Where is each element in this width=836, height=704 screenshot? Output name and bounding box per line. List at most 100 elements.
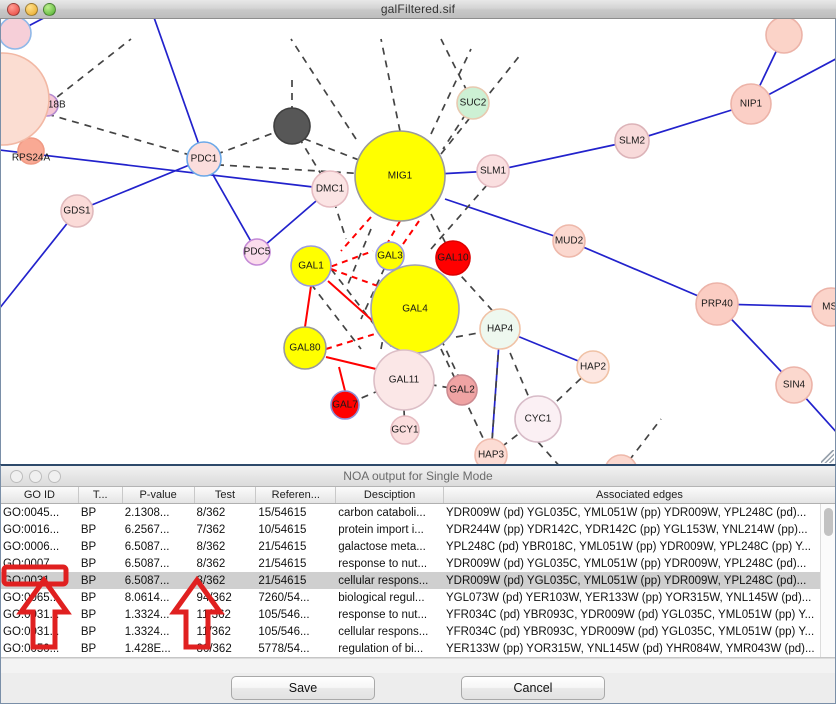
- node-circle[interactable]: [552, 224, 586, 258]
- window-controls[interactable]: [7, 2, 56, 16]
- column-header-type[interactable]: T...: [79, 487, 123, 503]
- network-node-sin4[interactable]: SIN4: [775, 366, 813, 404]
- network-node-gal4[interactable]: GAL4: [370, 264, 460, 354]
- network-node-hap4[interactable]: HAP4: [479, 308, 521, 350]
- network-nodes[interactable]: RPL18BRPS24AGDS1PDC1PDC5DMC1MIG1SUC2SLM1…: [1, 19, 835, 464]
- table-vertical-scrollbar[interactable]: [820, 504, 835, 657]
- network-node-suc2[interactable]: SUC2: [456, 86, 490, 120]
- node-circle[interactable]: [273, 107, 311, 145]
- network-node-gal2[interactable]: GAL2: [446, 374, 478, 406]
- network-node-gal80[interactable]: GAL80: [283, 326, 327, 370]
- network-node-gal10[interactable]: GAL10: [435, 240, 471, 276]
- network-graph[interactable]: RPL18BRPS24AGDS1PDC1PDC5DMC1MIG1SUC2SLM1…: [1, 19, 835, 464]
- network-node-rps24a[interactable]: RPS24A: [12, 137, 51, 165]
- node-circle[interactable]: [283, 326, 327, 370]
- network-node-gal3[interactable]: GAL3: [375, 241, 405, 271]
- network-node-cyc1[interactable]: CYC1: [514, 395, 562, 443]
- node-circle[interactable]: [479, 308, 521, 350]
- minimize-button[interactable]: [25, 2, 38, 16]
- column-header-ref[interactable]: Referen...: [256, 487, 337, 503]
- column-header-test[interactable]: Test: [195, 487, 257, 503]
- network-node-slm1[interactable]: SLM1: [476, 154, 510, 188]
- resize-grip[interactable]: [821, 450, 834, 463]
- dialog-window-controls[interactable]: [10, 469, 61, 483]
- network-node-toppink[interactable]: [765, 19, 803, 54]
- table-row[interactable]: GO:0031... BP 1.3324... 11/362 105/546... res…: [1, 606, 835, 623]
- node-circle[interactable]: [614, 123, 650, 159]
- network-node-dark[interactable]: [273, 107, 311, 145]
- network-node-gal11[interactable]: GAL11: [373, 349, 435, 411]
- zoom-button[interactable]: [43, 2, 56, 16]
- node-circle[interactable]: [330, 390, 360, 420]
- network-node-bigpink[interactable]: [1, 52, 50, 146]
- node-circle[interactable]: [765, 19, 803, 54]
- dialog-zoom-button[interactable]: [48, 469, 61, 483]
- node-circle[interactable]: [695, 282, 739, 326]
- node-circle[interactable]: [775, 366, 813, 404]
- network-node-slm2[interactable]: SLM2: [614, 123, 650, 159]
- table-horizontal-scrollbar[interactable]: [1, 658, 835, 673]
- save-button[interactable]: Save: [231, 676, 375, 700]
- table-row[interactable]: GO:0065... BP 8.0614... 94/362 7260/54... bio…: [1, 589, 835, 606]
- results-table[interactable]: GO ID T... P-value Test Referen... Desciption…: [1, 487, 835, 658]
- network-node-pdc5[interactable]: PDC5: [243, 238, 271, 266]
- scrollbar-thumb[interactable]: [824, 508, 833, 536]
- network-canvas[interactable]: RPL18BRPS24AGDS1PDC1PDC5DMC1MIG1SUC2SLM1…: [0, 19, 836, 464]
- network-node-gcy1[interactable]: GCY1: [390, 415, 420, 445]
- cell-ref: 5778/54...: [258, 642, 310, 655]
- dialog-minimize-button[interactable]: [29, 469, 42, 483]
- network-node-gal7[interactable]: GAL7: [330, 390, 360, 420]
- table-row[interactable]: GO:0007... BP 6.5087... 8/362 21/54615 respon…: [1, 555, 835, 572]
- network-node-mig1[interactable]: MIG1: [354, 130, 446, 222]
- network-node-bottom[interactable]: [605, 454, 637, 464]
- column-header-go_id[interactable]: GO ID: [1, 487, 79, 503]
- table-header-row[interactable]: GO ID T... P-value Test Referen... Desciption…: [1, 487, 835, 504]
- node-circle[interactable]: [1, 52, 50, 146]
- network-node-hap2[interactable]: HAP2: [576, 350, 610, 384]
- column-header-pvalue[interactable]: P-value: [123, 487, 195, 503]
- node-circle[interactable]: [290, 245, 332, 287]
- network-node-gds1[interactable]: GDS1: [60, 194, 94, 228]
- node-circle[interactable]: [446, 374, 478, 406]
- table-row[interactable]: GO:0006... BP 6.5087... 8/362 21/54615 galact…: [1, 538, 835, 555]
- network-node-corner[interactable]: [1, 19, 32, 50]
- column-header-edges[interactable]: Associated edges: [596, 489, 683, 501]
- table-row[interactable]: GO:0050... BP 1.428E... 80/362 5778/54... reg…: [1, 640, 835, 657]
- cancel-button[interactable]: Cancel: [461, 676, 605, 700]
- node-circle[interactable]: [474, 438, 508, 464]
- node-circle[interactable]: [375, 241, 405, 271]
- node-circle[interactable]: [311, 170, 349, 208]
- node-circle[interactable]: [811, 287, 835, 327]
- node-circle[interactable]: [476, 154, 510, 188]
- node-circle[interactable]: [435, 240, 471, 276]
- node-circle[interactable]: [576, 350, 610, 384]
- node-circle[interactable]: [730, 83, 772, 125]
- dialog-close-button[interactable]: [10, 469, 23, 483]
- table-row[interactable]: GO:0031... BP 1.3324... 11/362 105/546... cel…: [1, 623, 835, 640]
- network-node-gal1[interactable]: GAL1: [290, 245, 332, 287]
- node-circle[interactable]: [60, 194, 94, 228]
- node-circle[interactable]: [1, 19, 32, 50]
- table-row[interactable]: GO:0031... BP 6.5087... 8/362 21/54615 cellul…: [1, 572, 835, 589]
- table-row[interactable]: GO:0016... BP 6.2567... 7/362 10/54615 protei…: [1, 521, 835, 538]
- network-node-prp40[interactable]: PRP40: [695, 282, 739, 326]
- node-circle[interactable]: [354, 130, 446, 222]
- network-node-dmc1[interactable]: DMC1: [311, 170, 349, 208]
- node-circle[interactable]: [514, 395, 562, 443]
- node-circle[interactable]: [390, 415, 420, 445]
- node-circle[interactable]: [17, 137, 45, 165]
- network-node-hap3[interactable]: HAP3: [474, 438, 508, 464]
- node-circle[interactable]: [373, 349, 435, 411]
- table-row[interactable]: GO:0045... BP 2.1308... 8/362 15/54615 carbon…: [1, 504, 835, 521]
- node-circle[interactable]: [456, 86, 490, 120]
- network-node-nip1[interactable]: NIP1: [730, 83, 772, 125]
- node-circle[interactable]: [243, 238, 271, 266]
- network-node-mud2[interactable]: MUD2: [552, 224, 586, 258]
- close-button[interactable]: [7, 2, 20, 16]
- node-circle[interactable]: [186, 141, 222, 177]
- network-node-pdc1[interactable]: PDC1: [186, 141, 222, 177]
- network-node-msi[interactable]: MSI: [811, 287, 835, 327]
- table-body[interactable]: GO:0045... BP 2.1308... 8/362 15/54615 carbon…: [1, 504, 835, 657]
- node-circle[interactable]: [605, 454, 637, 464]
- column-header-desc[interactable]: Desciption: [336, 487, 444, 503]
